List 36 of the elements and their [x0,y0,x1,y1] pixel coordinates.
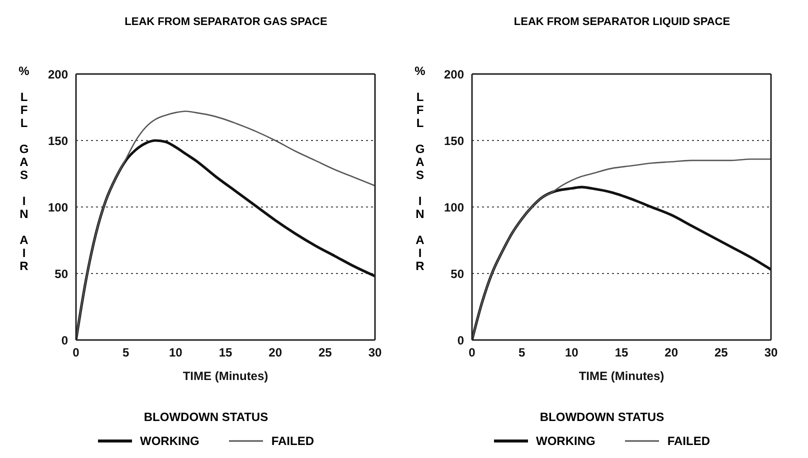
x-tick-label: 0 [72,346,80,360]
chart-title: LEAK FROM SEPARATOR LIQUID SPACE [512,16,732,28]
x-tick-label: 10 [168,346,183,360]
y-tick-label: 100 [444,200,464,214]
y-tick-label: 50 [54,266,68,281]
x-axis-title: TIME (Minutes) [182,369,268,383]
y-tick-label: 50 [450,266,464,281]
x-tick-label: 20 [664,346,678,360]
x-tick-label: 10 [564,346,579,360]
y-axis-title: % LFL GAS IN AIR [17,64,31,272]
x-tick-label: 15 [614,346,628,360]
x-tick-label: 30 [368,346,382,360]
x-tick-label: 25 [318,346,332,360]
y-tick-label: 200 [444,67,464,82]
x-tick-label: 5 [122,346,130,360]
x-tick-label: 0 [468,346,476,360]
legend-label: WORKING [535,434,596,448]
x-tick-label: 30 [764,346,778,360]
x-tick-label: 5 [518,346,526,360]
chart-title: LEAK FROM SEPARATOR GAS SPACE [124,16,328,28]
legend-title: BLOWDOWN STATUS [142,410,270,424]
x-tick-label: 20 [268,346,282,360]
legend-label: WORKING [139,434,200,448]
y-tick-label: 0 [61,333,68,348]
legend-label: FAILED [270,434,314,448]
y-tick-label: 150 [48,134,68,148]
x-tick-label: 15 [218,346,232,360]
y-tick-label: 200 [48,67,68,82]
y-tick-label: 100 [48,200,68,214]
y-tick-label: 0 [457,333,464,348]
legend-title: BLOWDOWN STATUS [538,410,666,424]
y-axis-title: % LFL GAS IN AIR [413,64,427,272]
legend-label: FAILED [666,434,710,448]
x-tick-label: 25 [714,346,728,360]
x-axis-title: TIME (Minutes) [578,369,664,383]
y-tick-label: 150 [444,134,464,148]
